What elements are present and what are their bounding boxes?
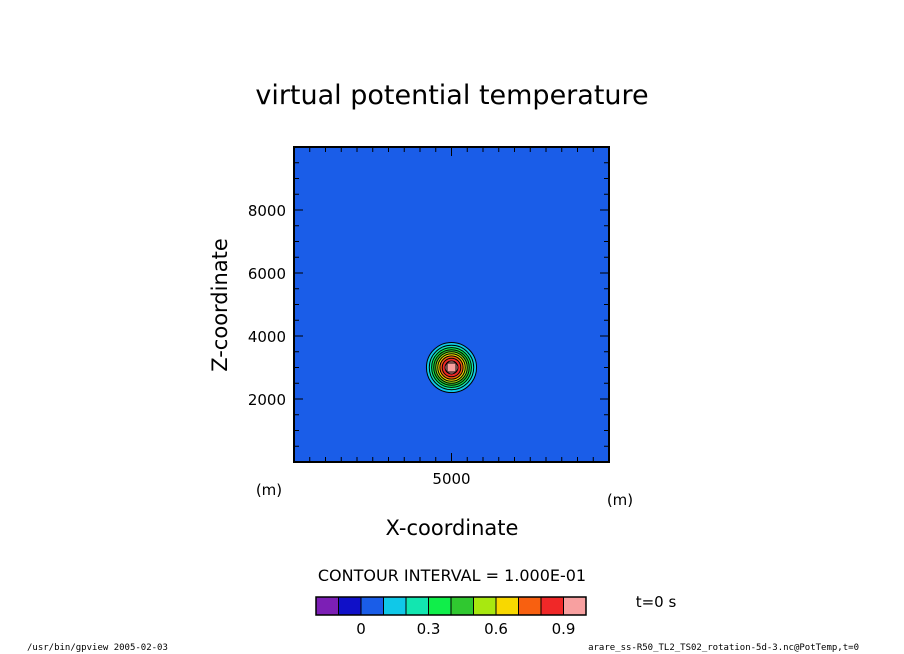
contour-fill-group	[425, 341, 478, 394]
x-tick-labels: 5000	[432, 470, 470, 488]
y-tick-label: 4000	[248, 328, 286, 346]
colorbar-swatch	[563, 596, 587, 616]
colorbar-swatch	[315, 596, 339, 616]
colorbar-tick-label: 0.6	[484, 620, 508, 638]
colorbar-swatch	[473, 596, 497, 616]
y-tick-label: 8000	[248, 202, 286, 220]
x-axis-label: X-coordinate	[386, 516, 519, 540]
colorbar-tick-label: 0	[356, 620, 366, 638]
colorbar	[315, 596, 587, 616]
y-axis-label: Z-coordinate	[208, 238, 232, 372]
contour-interval-label: CONTOUR INTERVAL = 1.000E-01	[318, 566, 586, 585]
colorbar-swatch	[383, 596, 407, 616]
time-label: t=0 s	[636, 593, 677, 611]
axis-ticks	[293, 146, 610, 463]
y-unit-label: (m)	[256, 481, 282, 499]
plot-area	[293, 146, 610, 463]
plot-background	[294, 147, 609, 462]
colorbar-swatch	[428, 596, 452, 616]
colorbar-tick-label: 0.3	[417, 620, 441, 638]
footer-right: arare_ss-R50_TL2_TS02_rotation-5d-3.nc@P…	[588, 643, 859, 653]
colorbar-frame	[315, 596, 587, 616]
colorbar-tick-label: 0.9	[552, 620, 576, 638]
contour-peak	[446, 362, 457, 373]
colorbar-tick-labels: 0 0.3 0.6 0.9	[356, 620, 575, 638]
colorbar-swatch	[360, 596, 384, 616]
colorbar-swatch	[518, 596, 542, 616]
y-tick-label: 2000	[248, 391, 286, 409]
colorbar-swatch	[495, 596, 519, 616]
x-unit-label: (m)	[607, 491, 633, 509]
y-tick-labels: 2000 4000 6000 8000	[248, 202, 286, 409]
colorbar-swatch	[405, 596, 429, 616]
colorbar-swatch	[450, 596, 474, 616]
footer-left: /usr/bin/gpview 2005-02-03	[27, 643, 168, 653]
colorbar-swatch	[540, 596, 564, 616]
chart-title: virtual potential temperature	[255, 80, 648, 111]
x-tick-label: 5000	[432, 470, 470, 488]
y-tick-label: 6000	[248, 265, 286, 283]
colorbar-swatch	[338, 596, 362, 616]
